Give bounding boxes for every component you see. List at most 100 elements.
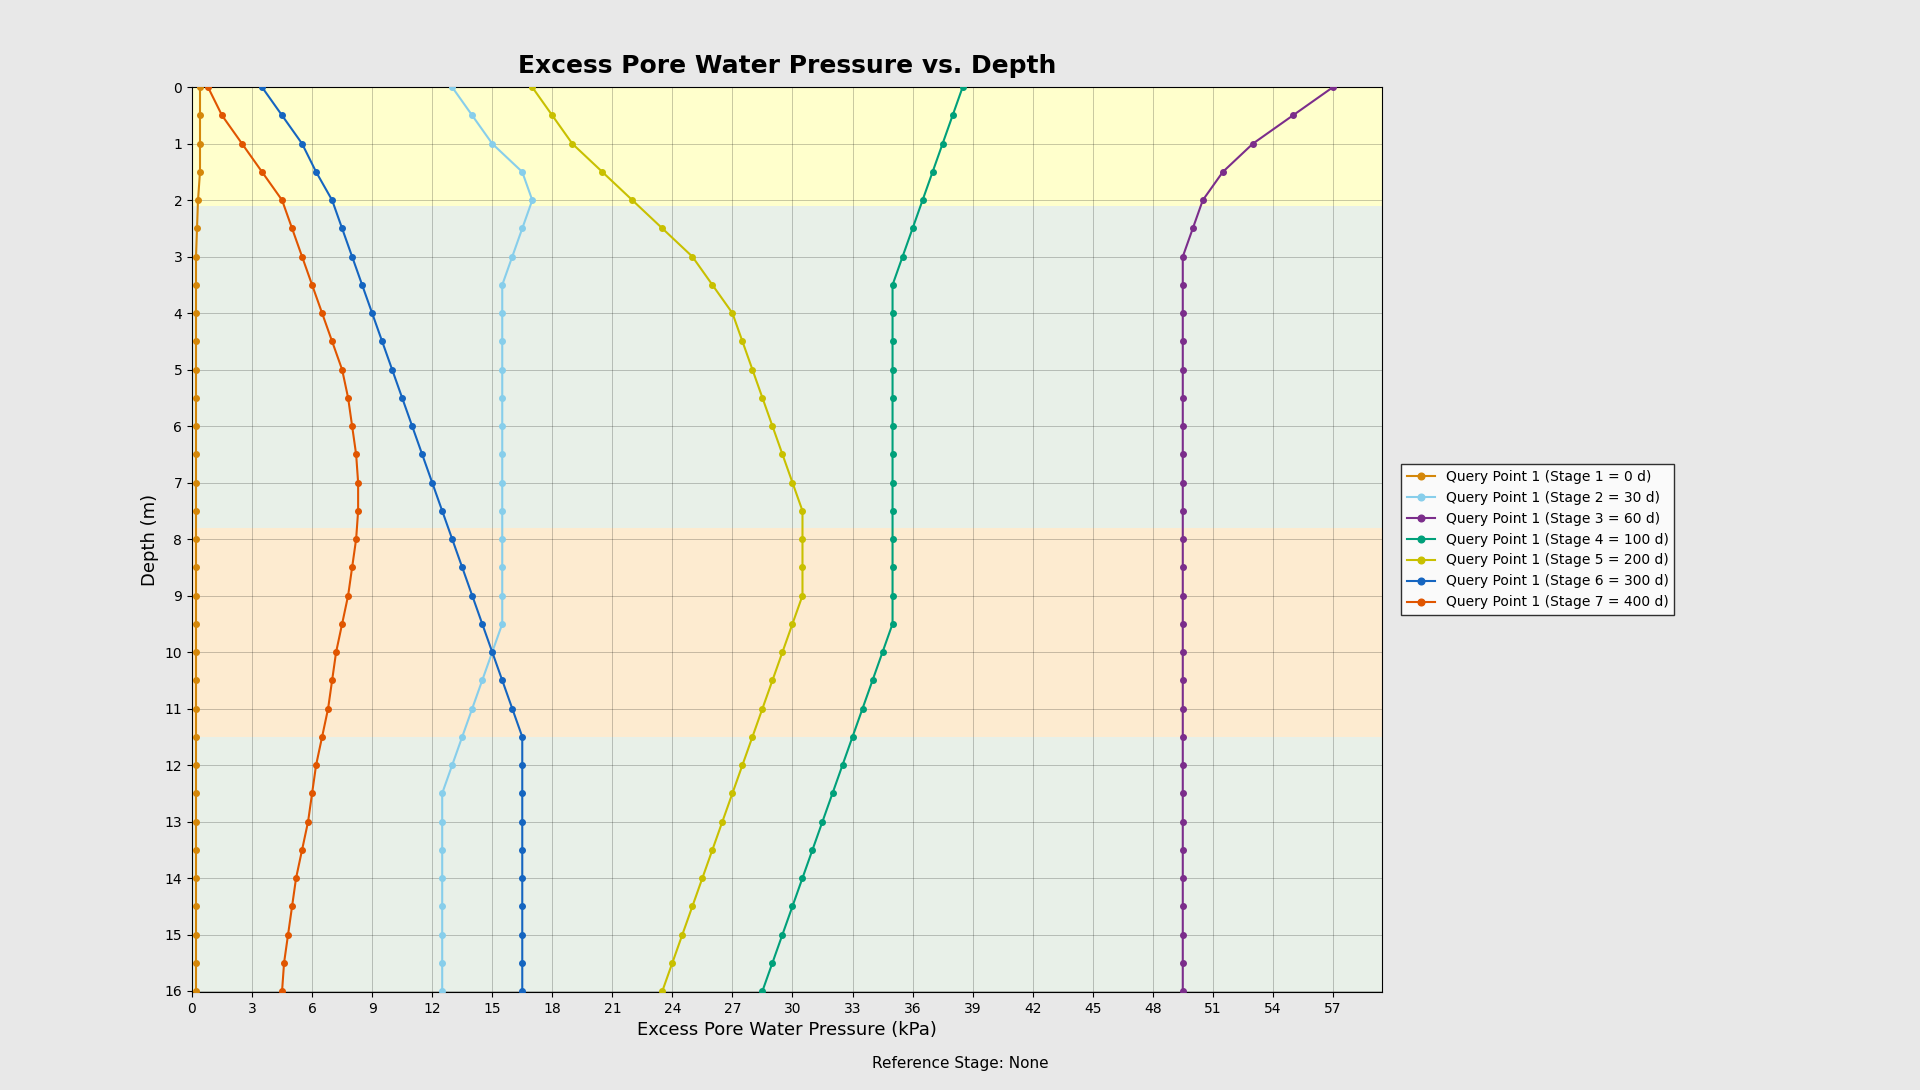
Query Point 1 (Stage 5 = 200 d) — [772, 448, 795, 461]
Query Point 1 (Stage 3 = 60 d) — [1171, 533, 1194, 546]
Query Point 1 (Stage 2 = 30 d) — [492, 363, 515, 376]
Query Point 1 (Stage 1 = 0 d) — [184, 505, 207, 518]
Query Point 1 (Stage 5 = 200 d) — [720, 306, 743, 319]
Query Point 1 (Stage 6 = 300 d) — [451, 560, 474, 573]
Query Point 1 (Stage 4 = 100 d) — [900, 222, 924, 235]
Query Point 1 (Stage 7 = 400 d) — [273, 956, 296, 969]
Query Point 1 (Stage 5 = 200 d) — [701, 844, 724, 857]
Query Point 1 (Stage 7 = 400 d) — [340, 560, 363, 573]
Query Point 1 (Stage 7 = 400 d) — [301, 278, 324, 291]
Query Point 1 (Stage 5 = 200 d) — [760, 674, 783, 687]
Query Point 1 (Stage 5 = 200 d) — [791, 560, 814, 573]
Query Point 1 (Stage 6 = 300 d) — [411, 448, 434, 461]
Query Point 1 (Stage 1 = 0 d) — [184, 702, 207, 715]
Query Point 1 (Stage 2 = 30 d) — [492, 306, 515, 319]
Query Point 1 (Stage 5 = 200 d) — [670, 928, 693, 941]
Query Point 1 (Stage 5 = 200 d) — [561, 137, 584, 150]
Query Point 1 (Stage 2 = 30 d) — [430, 787, 453, 800]
Query Point 1 (Stage 5 = 200 d) — [772, 645, 795, 658]
Query Point 1 (Stage 5 = 200 d) — [701, 278, 724, 291]
Query Point 1 (Stage 6 = 300 d) — [442, 533, 465, 546]
Query Point 1 (Stage 2 = 30 d) — [511, 222, 534, 235]
Query Point 1 (Stage 5 = 200 d) — [741, 363, 764, 376]
Legend: Query Point 1 (Stage 1 = 0 d), Query Point 1 (Stage 2 = 30 d), Query Point 1 (St: Query Point 1 (Stage 1 = 0 d), Query Poi… — [1402, 464, 1674, 615]
Query Point 1 (Stage 2 = 30 d) — [492, 420, 515, 433]
Query Point 1 (Stage 2 = 30 d) — [492, 617, 515, 630]
Query Point 1 (Stage 4 = 100 d) — [822, 787, 845, 800]
Query Point 1 (Stage 6 = 300 d) — [390, 391, 413, 404]
Query Point 1 (Stage 6 = 300 d) — [430, 505, 453, 518]
Query Point 1 (Stage 5 = 200 d) — [651, 984, 674, 997]
Query Point 1 (Stage 7 = 400 d) — [301, 787, 324, 800]
Query Point 1 (Stage 4 = 100 d) — [931, 137, 954, 150]
Query Point 1 (Stage 3 = 60 d) — [1171, 984, 1194, 997]
Query Point 1 (Stage 4 = 100 d) — [781, 899, 804, 912]
Query Point 1 (Stage 2 = 30 d) — [511, 166, 534, 179]
Query Point 1 (Stage 7 = 400 d) — [321, 674, 344, 687]
Query Point 1 (Stage 4 = 100 d) — [881, 533, 904, 546]
Query Point 1 (Stage 3 = 60 d) — [1171, 420, 1194, 433]
Bar — [192, 206, 1382, 528]
Query Point 1 (Stage 3 = 60 d) — [1171, 335, 1194, 348]
Line: Query Point 1 (Stage 5 = 200 d): Query Point 1 (Stage 5 = 200 d) — [530, 84, 804, 994]
Query Point 1 (Stage 6 = 300 d) — [371, 335, 394, 348]
Query Point 1 (Stage 2 = 30 d) — [430, 872, 453, 885]
Query Point 1 (Stage 3 = 60 d) — [1171, 928, 1194, 941]
Query Point 1 (Stage 3 = 60 d) — [1171, 505, 1194, 518]
Query Point 1 (Stage 2 = 30 d) — [451, 730, 474, 743]
Query Point 1 (Stage 1 = 0 d) — [184, 448, 207, 461]
Query Point 1 (Stage 7 = 400 d) — [317, 702, 340, 715]
Query Point 1 (Stage 3 = 60 d) — [1171, 645, 1194, 658]
Query Point 1 (Stage 7 = 400 d) — [271, 194, 294, 207]
Query Point 1 (Stage 3 = 60 d) — [1171, 759, 1194, 772]
Query Point 1 (Stage 2 = 30 d) — [492, 391, 515, 404]
Query Point 1 (Stage 3 = 60 d) — [1171, 617, 1194, 630]
Query Point 1 (Stage 4 = 100 d) — [810, 815, 833, 828]
Query Point 1 (Stage 7 = 400 d) — [196, 81, 219, 94]
Query Point 1 (Stage 4 = 100 d) — [751, 984, 774, 997]
Query Point 1 (Stage 6 = 300 d) — [361, 306, 384, 319]
Query Point 1 (Stage 6 = 300 d) — [492, 674, 515, 687]
Query Point 1 (Stage 6 = 300 d) — [511, 815, 534, 828]
Query Point 1 (Stage 4 = 100 d) — [950, 81, 973, 94]
Query Point 1 (Stage 7 = 400 d) — [305, 759, 328, 772]
Query Point 1 (Stage 2 = 30 d) — [492, 335, 515, 348]
Query Point 1 (Stage 7 = 400 d) — [280, 899, 303, 912]
Query Point 1 (Stage 3 = 60 d) — [1171, 363, 1194, 376]
Query Point 1 (Stage 3 = 60 d) — [1171, 815, 1194, 828]
Query Point 1 (Stage 4 = 100 d) — [881, 505, 904, 518]
Query Point 1 (Stage 3 = 60 d) — [1171, 844, 1194, 857]
Query Point 1 (Stage 3 = 60 d) — [1171, 589, 1194, 602]
Query Point 1 (Stage 7 = 400 d) — [348, 505, 371, 518]
Query Point 1 (Stage 1 = 0 d) — [184, 787, 207, 800]
Query Point 1 (Stage 6 = 300 d) — [511, 787, 534, 800]
Query Point 1 (Stage 4 = 100 d) — [881, 335, 904, 348]
Query Point 1 (Stage 5 = 200 d) — [620, 194, 643, 207]
Query Point 1 (Stage 2 = 30 d) — [492, 533, 515, 546]
Query Point 1 (Stage 2 = 30 d) — [480, 137, 503, 150]
Query Point 1 (Stage 1 = 0 d) — [184, 674, 207, 687]
Query Point 1 (Stage 6 = 300 d) — [511, 899, 534, 912]
Query Point 1 (Stage 7 = 400 d) — [230, 137, 253, 150]
Query Point 1 (Stage 2 = 30 d) — [430, 844, 453, 857]
Query Point 1 (Stage 6 = 300 d) — [330, 222, 353, 235]
Query Point 1 (Stage 6 = 300 d) — [511, 928, 534, 941]
Query Point 1 (Stage 5 = 200 d) — [691, 872, 714, 885]
Query Point 1 (Stage 7 = 400 d) — [271, 984, 294, 997]
Query Point 1 (Stage 7 = 400 d) — [348, 476, 371, 489]
Query Point 1 (Stage 4 = 100 d) — [831, 759, 854, 772]
Query Point 1 (Stage 5 = 200 d) — [720, 787, 743, 800]
Query Point 1 (Stage 6 = 300 d) — [511, 956, 534, 969]
Query Point 1 (Stage 1 = 0 d) — [188, 81, 211, 94]
Query Point 1 (Stage 4 = 100 d) — [881, 617, 904, 630]
Query Point 1 (Stage 5 = 200 d) — [651, 222, 674, 235]
Query Point 1 (Stage 7 = 400 d) — [336, 589, 359, 602]
Query Point 1 (Stage 7 = 400 d) — [344, 448, 367, 461]
Query Point 1 (Stage 7 = 400 d) — [290, 844, 313, 857]
Query Point 1 (Stage 1 = 0 d) — [188, 109, 211, 122]
Query Point 1 (Stage 1 = 0 d) — [184, 730, 207, 743]
Query Point 1 (Stage 3 = 60 d) — [1171, 730, 1194, 743]
Query Point 1 (Stage 7 = 400 d) — [311, 730, 334, 743]
Query Point 1 (Stage 2 = 30 d) — [492, 589, 515, 602]
Query Point 1 (Stage 5 = 200 d) — [751, 391, 774, 404]
